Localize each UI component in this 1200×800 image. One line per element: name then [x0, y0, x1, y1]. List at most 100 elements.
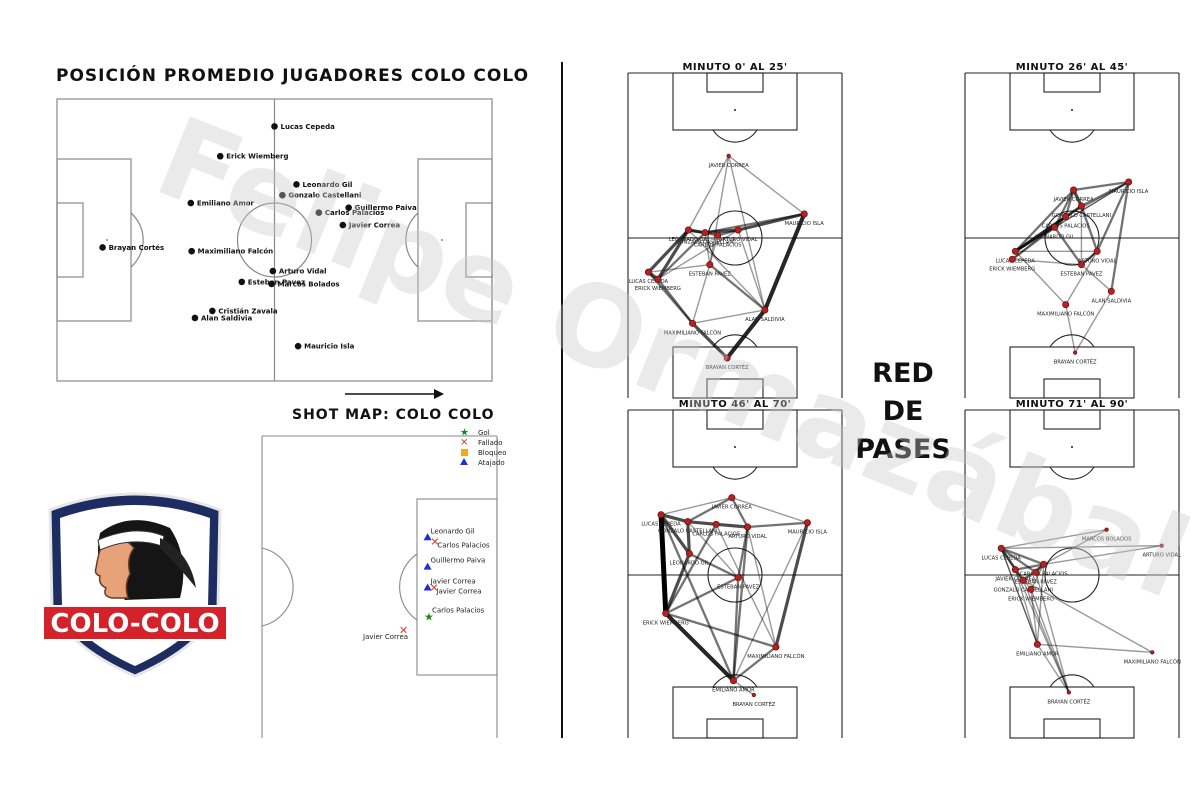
pass-edge [1030, 564, 1045, 590]
pass-edge [1110, 181, 1130, 292]
pass-network-title-line: DE [882, 396, 924, 427]
player-node-label: LEONARDO GIL [670, 561, 710, 567]
player-node: ESTEBAN PAVEZ [689, 261, 731, 278]
player-node: JAVIER CORREA [994, 566, 1036, 583]
player-node: ESTEBAN PAVEZ [1015, 568, 1057, 585]
center-circle [707, 547, 763, 603]
pass-edge [1014, 205, 1083, 253]
legend-item: ★ Gol [460, 428, 490, 439]
player-node-label: JAVIER CORREA [994, 577, 1035, 583]
player-label: Alan Saldivia [201, 314, 252, 322]
pass-edge [715, 524, 777, 648]
bottom-penalty-box [1009, 686, 1135, 739]
pass-edge [1014, 569, 1039, 645]
player-node-dot [761, 306, 769, 314]
player-node-dot [803, 519, 811, 527]
player-node-dot [1125, 178, 1133, 186]
player-node-label: LEONARDO GIL [669, 237, 709, 243]
pass-edge [659, 514, 735, 682]
pass-edge [1015, 563, 1044, 571]
player-node-dot [734, 574, 742, 582]
pass-edge [1073, 180, 1129, 192]
pass-network-panel: MARCOS BOLADOS LUCAS CEPEDA ARTURO VIDAL CA… [964, 399, 1181, 739]
player-dot [345, 204, 352, 211]
avg-position-title: POSICIÓN PROMEDIO JUGADORES COLO COLO [56, 66, 530, 86]
player-dot [191, 314, 199, 322]
player-label: Cristián Zavala [218, 307, 278, 315]
player-node-label: MAURICIO ISLA [788, 530, 828, 536]
player-node-dot [734, 226, 742, 234]
player-marker: Gonzalo Castellani [279, 192, 361, 200]
player-node-dot [684, 226, 692, 234]
pass-edge [647, 228, 690, 274]
player-node-label: JAVIER CORREA [708, 163, 749, 169]
player-node-label: ERICK WIEMBERG [643, 620, 689, 626]
player-node: ESTEBAN PAVEZ [717, 574, 760, 591]
center-circle-arc [261, 547, 294, 627]
square-icon [461, 449, 468, 456]
pass-edge [1043, 529, 1107, 565]
triangle-icon [423, 533, 432, 541]
pass-edge [746, 526, 777, 648]
pass-edge [657, 231, 706, 280]
player-node-dot [1077, 202, 1085, 210]
legend-label: Gol [478, 429, 490, 437]
player-node: JAVIER CORREA [711, 494, 752, 511]
top-penalty-box [1009, 72, 1135, 131]
player-node-dot [1062, 301, 1070, 309]
pass-network-panel: MAURICIO ISLA JAVIER CORREA GONZALO CASTEL… [964, 62, 1180, 399]
player-node-label: BRAYAN CORTÉZ [706, 363, 749, 371]
pass-edge [1011, 226, 1056, 261]
player-marker: Brayan Cortés [99, 244, 164, 252]
shot-marker: Javier Correa [423, 577, 476, 591]
player-label: Guillermo Paiva [355, 204, 417, 212]
player-node: BRAYAN CORTÉZ [732, 692, 776, 708]
avg-position-pitch: Lucas Cepeda Erick Wiemberg Leonardo Gil Go… [56, 98, 493, 382]
pass-edge [1022, 580, 1070, 693]
player-node-dot [1011, 566, 1019, 574]
pass-edge [709, 235, 719, 265]
shot-marker: ✕Javier Correa [429, 581, 481, 595]
section-divider [561, 62, 563, 738]
player-node-label: GONZALO CASTELLANI [994, 587, 1054, 593]
pass-network-panel-title: MINUTO 0' AL 25' [682, 62, 787, 73]
pass-edge [709, 155, 730, 265]
player-label: Leonardo Gil [302, 181, 352, 189]
player-node-label: BRAYAN CORTÉZ [1054, 358, 1097, 366]
player-marker: Emiliano Amor [187, 200, 255, 208]
top-penalty-box [1009, 409, 1135, 468]
player-node-label: MAURICIO ISLA [1109, 189, 1149, 195]
player-node-dot [1107, 287, 1115, 295]
player-node-label: CARLOS PALACIOS [692, 531, 740, 537]
player-node-label: ESTEBAN PAVEZ [717, 585, 759, 591]
cross-icon: ✕ [430, 535, 439, 548]
player-node: MAXIMILIANO FALCÓN [747, 643, 805, 660]
pass-edge [1096, 181, 1130, 252]
player-node: BRAYAN CORTÉZ [1054, 350, 1097, 366]
pass-edge [715, 522, 748, 529]
player-label: Brayan Cortés [109, 244, 165, 252]
player-node-label: MAXIMILIANO FALCÓN [664, 329, 721, 336]
center-circle [1044, 547, 1100, 603]
pass-edge [732, 526, 749, 681]
player-node-label: MAURICIO ISLA [785, 221, 825, 227]
bottom-six-yard-box [1043, 718, 1101, 739]
top-penalty-box [672, 72, 798, 131]
bottom-penalty-arc [712, 334, 758, 348]
star-icon: ★ [424, 610, 434, 623]
player-node-dot [654, 275, 662, 283]
top-six-yard-box [706, 409, 764, 430]
penalty-box [416, 498, 498, 676]
bottom-penalty-box [672, 686, 798, 739]
player-node-dot [706, 261, 714, 269]
attack-direction-arrow [345, 389, 444, 399]
pass-edge [774, 522, 809, 648]
player-node: MAURICIO ISLA [785, 210, 825, 227]
pass-edge [687, 155, 730, 231]
player-node: ERICK WIEMBERG [635, 275, 681, 292]
player-node-label: MAXIMILIANO FALCÓN [1124, 658, 1181, 665]
player-node-dot [997, 544, 1005, 552]
player-node-label: GONZALO CASTELLANI [658, 529, 718, 535]
colo-colo-logo: COLO-COLO [42, 492, 228, 678]
